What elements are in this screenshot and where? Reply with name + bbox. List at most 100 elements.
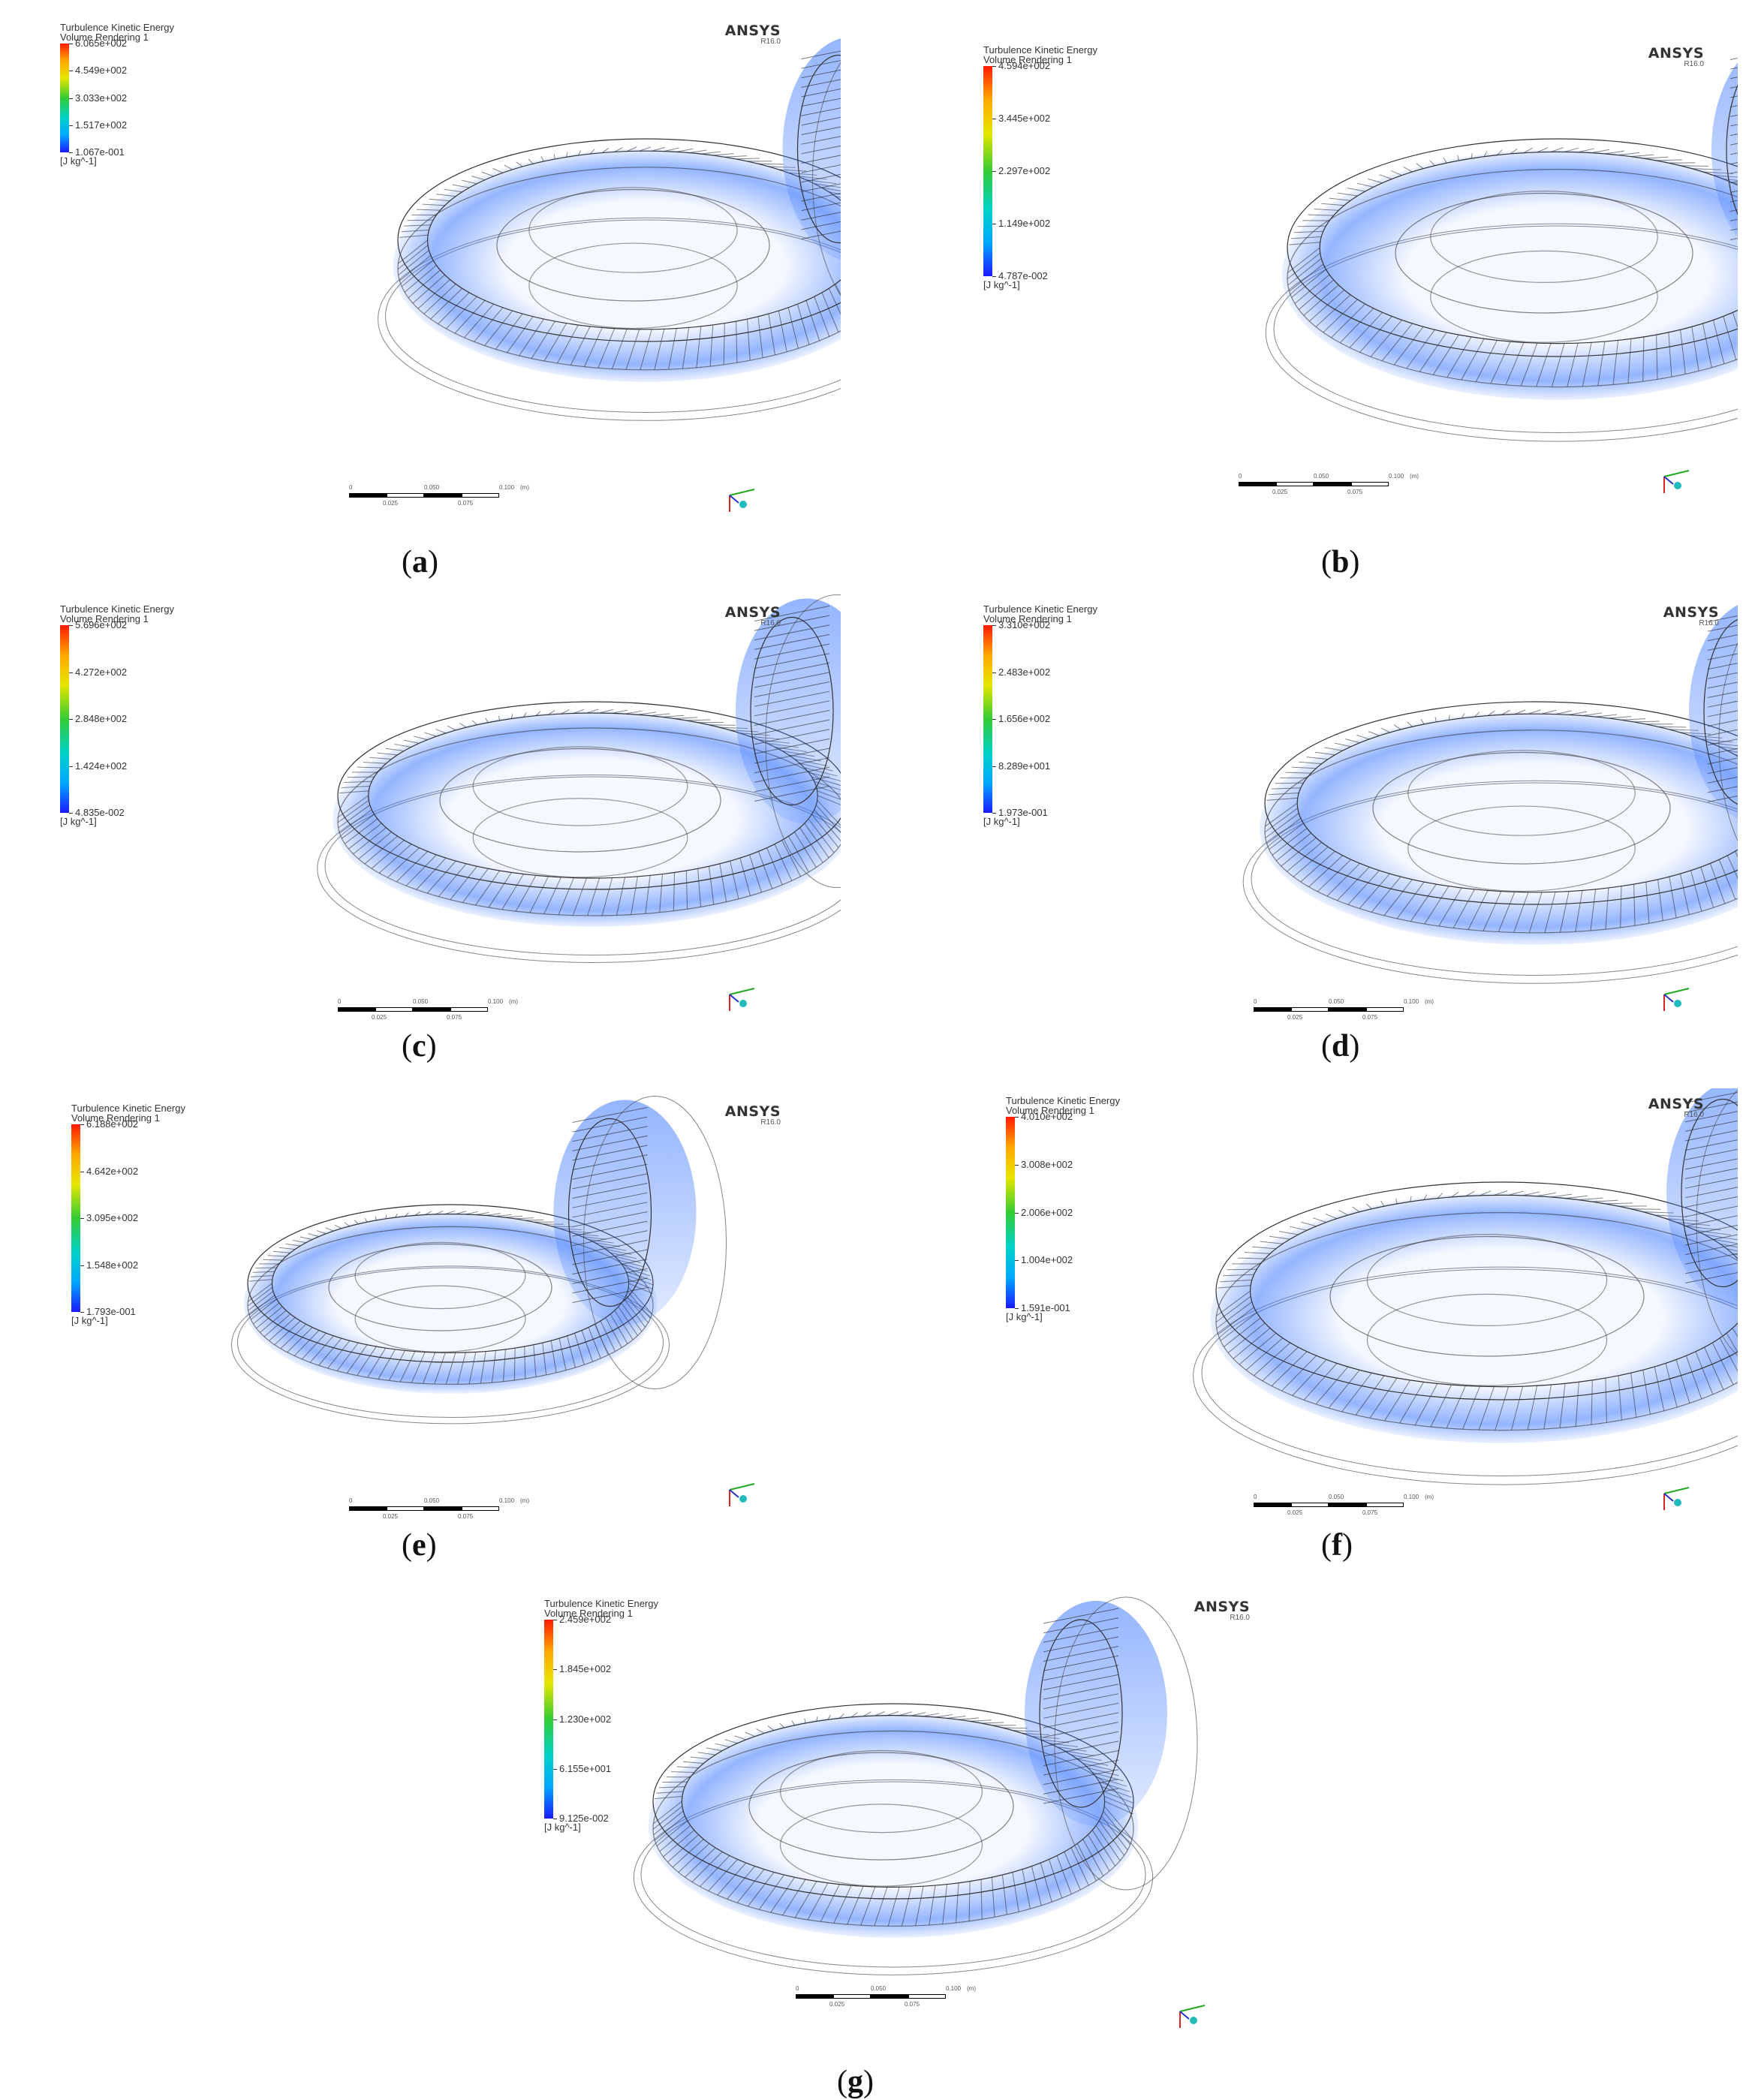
colorbar-tick-label: 4.549e+002 bbox=[75, 65, 127, 76]
fluid-volume bbox=[1260, 712, 1738, 946]
scale-bar-label: (m) bbox=[1425, 998, 1434, 1005]
gear-render-a bbox=[15, 15, 841, 533]
caption-letter: g bbox=[847, 2065, 863, 2099]
scale-bar-label: 0.025 bbox=[383, 500, 398, 507]
scale-bar-segment bbox=[1366, 1007, 1404, 1012]
scale-bar-label: 0.075 bbox=[458, 1513, 473, 1520]
colorbar-tick-mark bbox=[1015, 1213, 1019, 1214]
scale-bar-label: (m) bbox=[520, 1497, 529, 1504]
colorbar bbox=[983, 625, 992, 813]
panel-caption-d: (d) bbox=[1321, 1028, 1359, 1064]
scale-bar-segment bbox=[908, 1994, 946, 1999]
scale-bar-segment bbox=[1291, 1503, 1329, 1507]
colorbar-tick-mark bbox=[992, 672, 996, 673]
panel-caption-f: (f) bbox=[1321, 1527, 1353, 1563]
scale-bar-segment bbox=[387, 1506, 424, 1511]
colorbar-tick-mark bbox=[553, 1669, 557, 1670]
colorbar-tick-label: 4.594e+002 bbox=[998, 60, 1050, 71]
colorbar-tick-mark bbox=[992, 66, 996, 67]
caption-letter: b bbox=[1332, 545, 1349, 579]
scale-bar-label: (m) bbox=[520, 484, 529, 491]
scale-bar-segment bbox=[387, 493, 424, 498]
scale-bar-segment bbox=[413, 1007, 450, 1012]
scale-bar-label: 0 bbox=[349, 484, 352, 491]
scale-bar-segment bbox=[1329, 1007, 1366, 1012]
scale-bar-segment bbox=[871, 1994, 908, 1999]
colorbar-tick-label: 1.517e+002 bbox=[75, 119, 127, 131]
colorbar-tick-label: 1.424e+002 bbox=[75, 760, 127, 772]
ansys-brand: ANSYS bbox=[706, 1103, 781, 1120]
scale-bar-label: 0.050 bbox=[871, 1985, 886, 1992]
scale-bar-label: 0.075 bbox=[1347, 489, 1362, 495]
caption-letter: e bbox=[412, 1528, 426, 1563]
scale-bar-label: 0.025 bbox=[1287, 1509, 1302, 1516]
scale-bar-label: 0.075 bbox=[1362, 1509, 1377, 1516]
colorbar-tick-mark bbox=[992, 276, 996, 277]
scale-bar-label: 0.025 bbox=[829, 2001, 844, 2008]
scale-bar-segment bbox=[796, 1994, 833, 1999]
scale-bar-label: 0.050 bbox=[424, 1497, 439, 1504]
scale-bar-segment bbox=[1291, 1007, 1329, 1012]
scale-bar-segment bbox=[1351, 482, 1389, 486]
caption-letter: f bbox=[1332, 1528, 1342, 1563]
colorbar-tick-label: 2.848e+002 bbox=[75, 713, 127, 724]
scale-bar-segment bbox=[1254, 1503, 1291, 1507]
scale-bar-label: 0.075 bbox=[1362, 1014, 1377, 1021]
scale-bar-segment bbox=[450, 1007, 488, 1012]
colorbar-tick-mark bbox=[80, 1265, 84, 1266]
ansys-brand: ANSYS bbox=[1644, 604, 1719, 621]
scale-bar-segment bbox=[1314, 482, 1351, 486]
colorbar-tick-mark bbox=[69, 719, 73, 720]
scale-bar-label: 0.100 bbox=[1389, 473, 1404, 480]
colorbar-tick-mark bbox=[80, 1312, 84, 1313]
colorbar-tick-mark bbox=[69, 98, 73, 99]
scale-bar-label: (m) bbox=[967, 1985, 976, 1992]
scale-bar-label: 0.100 bbox=[946, 1985, 961, 1992]
colorbar bbox=[60, 44, 69, 152]
colorbar-tick-mark bbox=[1015, 1260, 1019, 1261]
colorbar-tick-label: 6.155e+001 bbox=[559, 1763, 611, 1774]
colorbar-tick-mark bbox=[69, 125, 73, 126]
scale-bar-label: 0.025 bbox=[1272, 489, 1287, 495]
scale-bar-segment bbox=[1276, 482, 1314, 486]
colorbar-tick-label: 5.696e+002 bbox=[75, 619, 127, 630]
scale-bar-label: 0 bbox=[1254, 1494, 1257, 1500]
panel-caption-g: (g) bbox=[837, 2064, 874, 2100]
scale-bar-segment bbox=[1366, 1503, 1404, 1507]
scale-bar-segment bbox=[338, 1007, 375, 1012]
axis-triad-icon bbox=[1655, 454, 1700, 499]
panel-caption-c: (c) bbox=[402, 1028, 437, 1064]
colorbar-tick-label: 1.845e+002 bbox=[559, 1663, 611, 1674]
scale-bar-segment bbox=[424, 1506, 462, 1511]
scale-bar-label: 0.100 bbox=[1404, 1494, 1419, 1500]
colorbar-unit: [J kg^-1] bbox=[60, 155, 97, 167]
scale-bar-segment bbox=[424, 493, 462, 498]
colorbar-tick-label: 1.548e+002 bbox=[86, 1259, 138, 1271]
colorbar-tick-label: 8.289e+001 bbox=[998, 760, 1050, 772]
axis-triad-icon bbox=[721, 972, 766, 1017]
colorbar-tick-mark bbox=[992, 719, 996, 720]
colorbar bbox=[60, 625, 69, 813]
colorbar-tick-label: 3.310e+002 bbox=[998, 619, 1050, 630]
scale-bar-segment bbox=[833, 1994, 871, 1999]
scale-bar-label: (m) bbox=[1410, 473, 1419, 480]
scale-bar-label: 0 bbox=[338, 998, 341, 1005]
